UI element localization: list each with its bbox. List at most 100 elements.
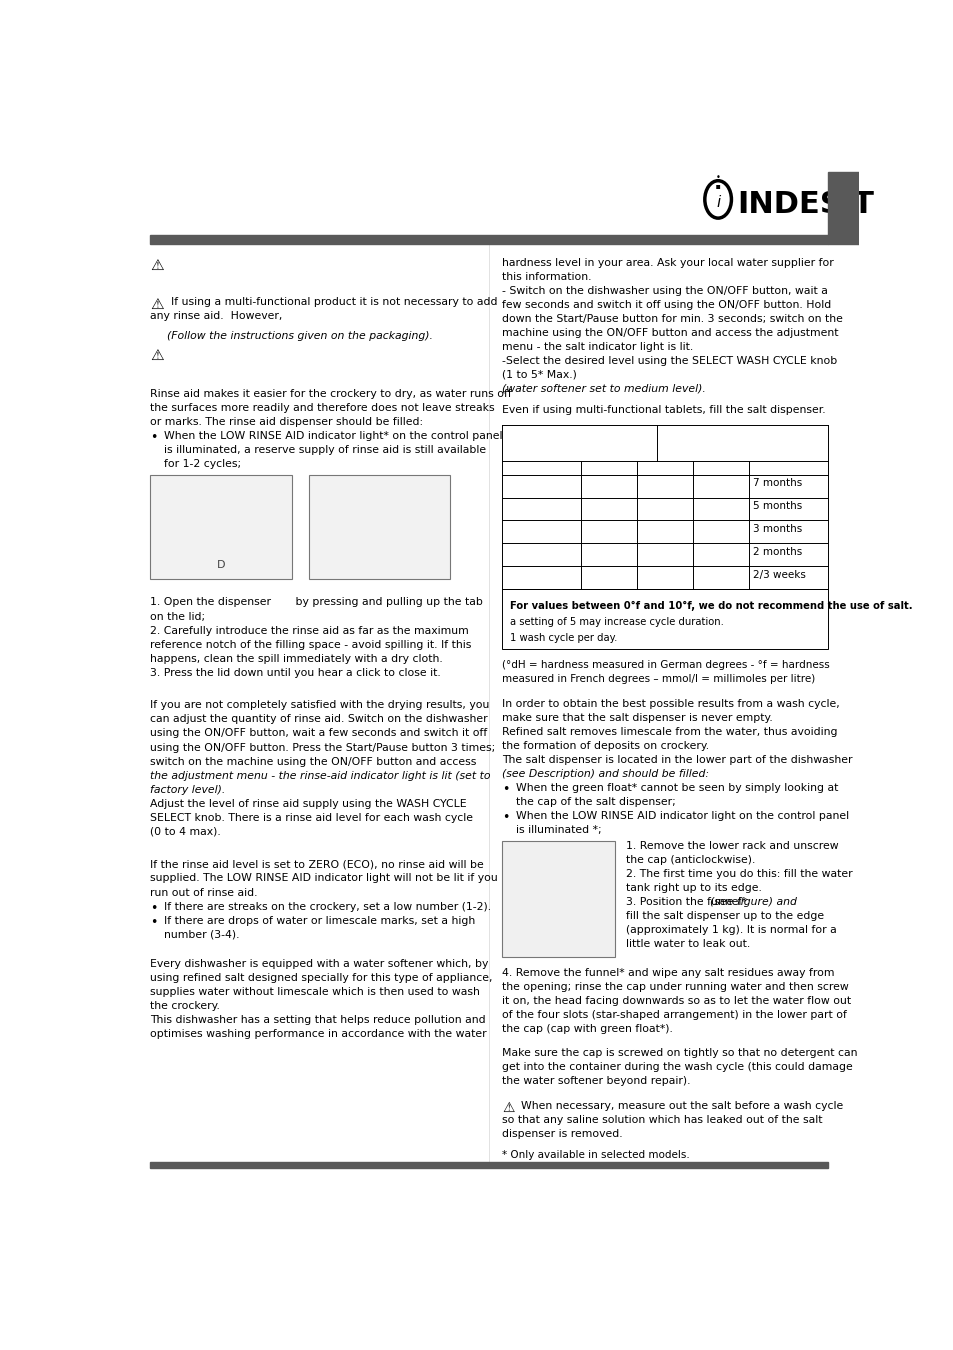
Text: (°dH = hardness measured in German degrees - °f = hardness: (°dH = hardness measured in German degre…: [501, 660, 829, 670]
Text: the adjustment menu - the rinse-aid indicator light is lit  (set to: the adjustment menu - the rinse-aid indi…: [151, 771, 490, 780]
Text: ·: ·: [713, 178, 721, 198]
Text: the cap (cap with green float*).: the cap (cap with green float*).: [501, 1023, 673, 1034]
Text: •: •: [151, 902, 157, 914]
Text: When necessary, measure out the salt before a wash cycle: When necessary, measure out the salt bef…: [520, 1100, 842, 1111]
Text: (water softener set to medium level).: (water softener set to medium level).: [501, 383, 705, 394]
Text: Even if using multi-functional tablets, fill the salt dispenser.: Even if using multi-functional tablets, …: [501, 405, 825, 414]
Text: •: •: [151, 432, 157, 444]
Text: machine using the ON/OFF button and access the adjustment: machine using the ON/OFF button and acce…: [501, 328, 838, 338]
Text: i: i: [716, 194, 720, 211]
Text: If using a multi-functional product it is not necessary to add: If using a multi-functional product it i…: [171, 297, 497, 308]
Text: (approximately 1 kg). It is normal for a: (approximately 1 kg). It is normal for a: [625, 925, 836, 936]
Text: the water softener beyond repair).: the water softener beyond repair).: [501, 1076, 690, 1087]
Text: number (3-4).: number (3-4).: [164, 930, 239, 940]
Text: dispenser is removed.: dispenser is removed.: [501, 1129, 622, 1139]
Text: •: •: [501, 811, 509, 825]
Text: ⚠: ⚠: [151, 297, 164, 312]
Text: 3. Position the funnel*: 3. Position the funnel*: [625, 896, 753, 907]
Text: few seconds and switch it off using the ON/OFF button. Hold: few seconds and switch it off using the …: [501, 300, 831, 309]
Text: the cap (anticlockwise).: the cap (anticlockwise).: [625, 855, 754, 865]
Text: for 1-2 cycles;: for 1-2 cycles;: [164, 459, 240, 470]
Text: D: D: [216, 560, 225, 571]
Text: the surfaces more readily and therefore does not leave streaks: the surfaces more readily and therefore …: [151, 404, 495, 413]
Text: using the ON/OFF button. Press the Start/Pause button 3 times;: using the ON/OFF button. Press the Start…: [151, 743, 495, 752]
Text: 1. Open the dispenser       by pressing and pulling up the tab: 1. Open the dispenser by pressing and pu…: [151, 598, 482, 608]
Text: optimises washing performance in accordance with the water: optimises washing performance in accorda…: [151, 1029, 486, 1040]
Text: is illuminated, a reserve supply of rinse aid is still available: is illuminated, a reserve supply of rins…: [164, 446, 485, 455]
Text: This dishwasher has a setting that helps reduce pollution and: This dishwasher has a setting that helps…: [151, 1015, 485, 1025]
Text: When the LOW RINSE AID indicator light* on the control panel: When the LOW RINSE AID indicator light* …: [164, 432, 501, 441]
Text: of the four slots (star-shaped arrangement) in the lower part of: of the four slots (star-shaped arrangeme…: [501, 1010, 846, 1019]
Text: reference notch of the filling space - avoid spilling it. If this: reference notch of the filling space - a…: [151, 640, 471, 649]
Text: menu - the salt indicator light is lit.: menu - the salt indicator light is lit.: [501, 342, 693, 352]
Text: make sure that the salt dispenser is never empty.: make sure that the salt dispenser is nev…: [501, 713, 772, 724]
Text: * Only available in selected models.: * Only available in selected models.: [501, 1150, 689, 1160]
Text: If the rinse aid level is set to ZERO (ECO), no rinse aid will be: If the rinse aid level is set to ZERO (E…: [151, 860, 483, 869]
Text: 5 months: 5 months: [752, 501, 801, 510]
Text: the cap of the salt dispenser;: the cap of the salt dispenser;: [515, 798, 675, 807]
Bar: [151, 475, 292, 579]
Text: the formation of deposits on crockery.: the formation of deposits on crockery.: [501, 741, 709, 751]
Text: happens, clean the spill immediately with a dry cloth.: happens, clean the spill immediately wit…: [151, 653, 442, 664]
Bar: [501, 589, 826, 649]
Text: ⚠: ⚠: [501, 1100, 515, 1115]
Text: (see figure) and: (see figure) and: [709, 896, 796, 907]
Text: 2 months: 2 months: [752, 547, 801, 556]
Text: so that any saline solution which has leaked out of the salt: so that any saline solution which has le…: [501, 1115, 821, 1125]
Text: switch on the machine using the ON/OFF button and access: switch on the machine using the ON/OFF b…: [151, 756, 476, 767]
Text: (1 to 5* Max.): (1 to 5* Max.): [501, 370, 577, 379]
Text: 4. Remove the funnel* and wipe any salt residues away from: 4. Remove the funnel* and wipe any salt …: [501, 968, 834, 977]
Text: 1 wash cycle per day.: 1 wash cycle per day.: [509, 633, 617, 643]
Text: is illuminated *;: is illuminated *;: [515, 825, 600, 836]
Text: •: •: [715, 173, 720, 182]
Text: •: •: [501, 783, 509, 796]
Text: For values between 0°f and 10°f, we do not recommend the use of salt.: For values between 0°f and 10°f, we do n…: [509, 601, 911, 610]
Text: a setting of 5 may increase cycle duration.: a setting of 5 may increase cycle durati…: [509, 617, 722, 626]
Text: down the Start/Pause button for min. 3 seconds; switch on the: down the Start/Pause button for min. 3 s…: [501, 313, 842, 324]
Text: can adjust the quantity of rinse aid. Switch on the dishwasher: can adjust the quantity of rinse aid. Sw…: [151, 714, 487, 725]
Text: supplies water without limescale which is then used to wash: supplies water without limescale which i…: [151, 987, 479, 996]
Text: ⚠: ⚠: [151, 348, 164, 363]
Bar: [151, 1162, 826, 1168]
Bar: [151, 235, 826, 244]
Text: get into the container during the wash cycle (this could damage: get into the container during the wash c…: [501, 1062, 852, 1072]
Text: 3. Press the lid down until you hear a click to close it.: 3. Press the lid down until you hear a c…: [151, 668, 440, 678]
Text: Rinse aid makes it easier for the crockery to dry, as water runs off: Rinse aid makes it easier for the crocke…: [151, 389, 512, 400]
Text: When the green float* cannot be seen by simply looking at: When the green float* cannot be seen by …: [515, 783, 837, 794]
Text: 2/3 weeks: 2/3 weeks: [752, 570, 805, 579]
Text: factory level).: factory level).: [151, 784, 226, 795]
Text: 2. Carefully introduce the rinse aid as far as the maximum: 2. Carefully introduce the rinse aid as …: [151, 625, 469, 636]
Text: The salt dispenser is located in the lower part of the dishwasher: The salt dispenser is located in the low…: [501, 755, 852, 765]
Text: measured in French degrees – mmol/l = millimoles per litre): measured in French degrees – mmol/l = mi…: [501, 674, 815, 684]
Bar: [308, 475, 450, 579]
Text: 3 months: 3 months: [752, 524, 801, 533]
Text: Adjust the level of rinse aid supply using the WASH CYCLE: Adjust the level of rinse aid supply usi…: [151, 799, 466, 809]
Text: using refined salt designed specially for this type of appliance,: using refined salt designed specially fo…: [151, 973, 493, 983]
Text: run out of rinse aid.: run out of rinse aid.: [151, 887, 257, 898]
Bar: [501, 841, 614, 957]
Text: Every dishwasher is equipped with a water softener which, by: Every dishwasher is equipped with a wate…: [151, 958, 488, 969]
Text: 1. Remove the lower rack and unscrew: 1. Remove the lower rack and unscrew: [625, 841, 838, 850]
Text: (see Description) and should be filled:: (see Description) and should be filled:: [501, 769, 708, 779]
Text: any rinse aid.  However,: any rinse aid. However,: [151, 310, 282, 321]
Text: (0 to 4 max).: (0 to 4 max).: [151, 826, 221, 837]
Text: 2. The first time you do this: fill the water: 2. The first time you do this: fill the …: [625, 869, 851, 879]
Text: In order to obtain the best possible results from a wash cycle,: In order to obtain the best possible res…: [501, 699, 839, 709]
Text: (Follow the instructions given on the packaging).: (Follow the instructions given on the pa…: [167, 331, 433, 340]
Text: tank right up to its edge.: tank right up to its edge.: [625, 883, 760, 892]
Text: Refined salt removes limescale from the water, thus avoiding: Refined salt removes limescale from the …: [501, 728, 837, 737]
Text: 7 months: 7 months: [752, 478, 801, 489]
Text: little water to leak out.: little water to leak out.: [625, 940, 749, 949]
Bar: [827, 173, 858, 244]
Text: •: •: [151, 915, 157, 929]
Text: INDESIT: INDESIT: [737, 190, 873, 219]
Text: it on, the head facing downwards so as to let the water flow out: it on, the head facing downwards so as t…: [501, 996, 850, 1006]
Text: on the lid;: on the lid;: [151, 612, 205, 621]
Text: When the LOW RINSE AID indicator light on the control panel: When the LOW RINSE AID indicator light o…: [515, 811, 848, 821]
Text: or marks. The rinse aid dispenser should be filled:: or marks. The rinse aid dispenser should…: [151, 417, 423, 428]
Text: ⚠: ⚠: [151, 258, 164, 273]
Text: SELECT knob. There is a rinse aid level for each wash cycle: SELECT knob. There is a rinse aid level …: [151, 813, 473, 822]
Text: the opening; rinse the cap under running water and then screw: the opening; rinse the cap under running…: [501, 981, 848, 992]
Text: If there are streaks on the crockery, set a low number (1-2).: If there are streaks on the crockery, se…: [164, 902, 490, 911]
Text: using the ON/OFF button, wait a few seconds and switch it off: using the ON/OFF button, wait a few seco…: [151, 729, 487, 738]
